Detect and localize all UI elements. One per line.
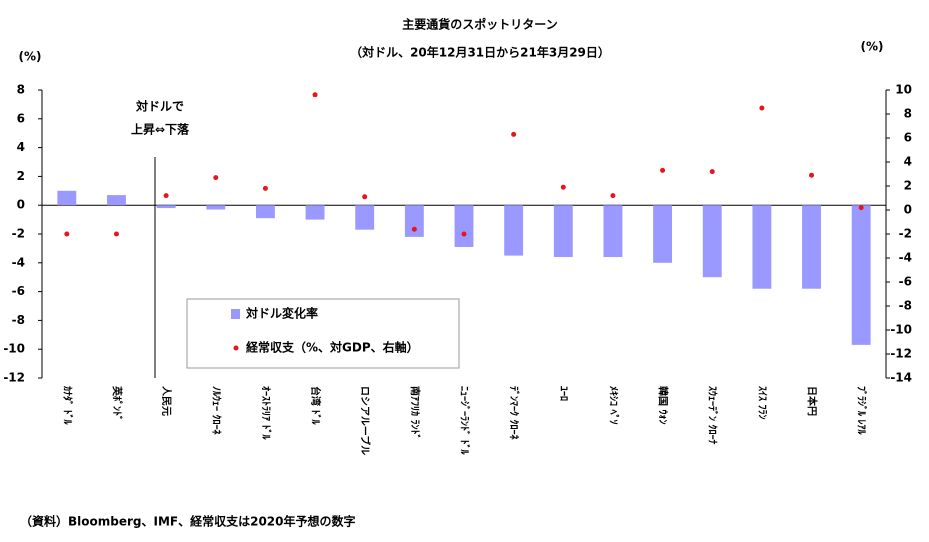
bar [454, 205, 474, 247]
x-tick-label: ｶﾅﾀﾞ ﾄﾞﾙ [61, 386, 74, 425]
x-tick-label: 英ﾎﾟﾝﾄﾞ [110, 385, 123, 421]
bar [752, 205, 772, 289]
y2-tick-label: 6 [904, 131, 912, 145]
bar [802, 205, 821, 289]
bar [305, 205, 325, 220]
x-tick-label: 日本円 [806, 386, 819, 416]
dot [411, 226, 417, 232]
x-tick-label: ｵｰｽﾄﾗﾘｱ ﾄﾞﾙ [259, 386, 272, 440]
bar [355, 205, 375, 230]
bar [851, 205, 871, 345]
y2-tick-label: -8 [899, 299, 912, 313]
bar [156, 205, 176, 209]
dot [511, 131, 517, 137]
y2-tick-label: -2 [899, 227, 912, 241]
x-tick-label: 韓国 ｳｫﾝ [657, 386, 670, 424]
y2-tick-label: 4 [904, 155, 912, 169]
y-tick-label: 8 [17, 83, 25, 97]
bar [206, 205, 226, 210]
y-tick-label: -12 [3, 371, 25, 385]
x-tick-label: 南ｱﾌﾘｶ ﾗﾝﾄﾞ [408, 386, 421, 439]
bar [504, 205, 524, 256]
y2-axis-label: (%) [861, 40, 884, 54]
y2-tick-label: -4 [899, 251, 912, 265]
dot [312, 92, 318, 98]
x-tick-label: ﾉﾙｳｪｰ ｸﾛｰﾈ [210, 386, 222, 434]
y2-tick-label: -14 [890, 371, 912, 385]
y2-tick-label: -6 [899, 275, 912, 289]
x-tick-label: ﾌﾞﾗｼﾞﾙ ﾚｱﾙ [855, 386, 868, 435]
x-tick-label: ﾃﾞﾝﾏｰｸ ｸﾛｰﾈ [508, 386, 521, 439]
x-tick-label: ﾆｭｰｼﾞｰﾗﾝﾄﾞ ﾄﾞﾙ [458, 386, 471, 455]
y2-tick-label: 0 [904, 203, 912, 217]
y-tick-label: -6 [12, 284, 25, 298]
dot [163, 193, 169, 199]
source-note: （資料）Bloomberg、IMF、経常収支は2020年予想の数字 [20, 514, 356, 529]
bar [57, 190, 77, 206]
bar [404, 205, 424, 237]
legend-label: 経常収支（%、対GDP、右軸） [246, 340, 419, 355]
y-tick-label: 4 [17, 140, 25, 154]
y2-tick-label: -12 [890, 347, 912, 361]
dot [362, 194, 368, 200]
x-tick-label: 台湾 ﾄﾞﾙ [309, 386, 322, 425]
y-tick-label: -4 [12, 255, 25, 269]
dot [64, 231, 70, 237]
dot [709, 169, 715, 175]
x-tick-label: 人民元 [160, 386, 173, 416]
x-tick-label: ﾒｷｼｺ ﾍﾟｿ [607, 386, 620, 424]
y-tick-label: -8 [12, 313, 25, 327]
y2-tick-label: 2 [904, 179, 912, 193]
chart-subtitle: （対ドル、20年12月31日から21年3月29日） [350, 45, 610, 60]
legend-swatch [233, 345, 239, 351]
dot [560, 184, 566, 190]
annotation: 対ドルで [135, 99, 184, 114]
y-tick-label: -10 [3, 342, 25, 356]
y-tick-label: 6 [17, 111, 25, 125]
chart-title: 主要通貨のスポットリターン [402, 17, 557, 32]
dot [262, 185, 268, 191]
bar [553, 205, 573, 258]
dot [809, 172, 815, 178]
y-axis-label: (%) [19, 50, 42, 64]
legend-box [186, 298, 460, 369]
y-tick-label: -2 [12, 227, 25, 241]
x-tick-label: ｽｳｪｰﾃﾞﾝ ｸﾛｰﾅ [706, 386, 719, 444]
bar [255, 205, 275, 219]
annotation: 上昇⇔下落 [131, 122, 190, 137]
x-tick-label: ﾕｰﾛ [557, 386, 568, 401]
dot [610, 193, 616, 199]
x-tick-label: ｽｲｽ ﾌﾗﾝ [756, 386, 768, 419]
legend-label: 対ドル変化率 [245, 306, 318, 321]
dot [213, 175, 219, 181]
y2-tick-label: 8 [904, 107, 912, 121]
bar [653, 205, 673, 263]
bar [702, 205, 722, 278]
y-tick-label: 2 [17, 169, 25, 183]
bar [107, 195, 126, 206]
bar [603, 205, 623, 258]
dot [858, 205, 864, 211]
dot [660, 167, 666, 173]
dot [113, 231, 119, 237]
x-tick-label: ロシアルーブル [359, 386, 372, 455]
y2-tick-label: 10 [895, 83, 912, 97]
y-tick-label: 0 [17, 198, 25, 212]
dot [461, 231, 467, 237]
legend-swatch [231, 309, 240, 319]
dot [759, 105, 765, 111]
y2-tick-label: -10 [890, 323, 912, 337]
